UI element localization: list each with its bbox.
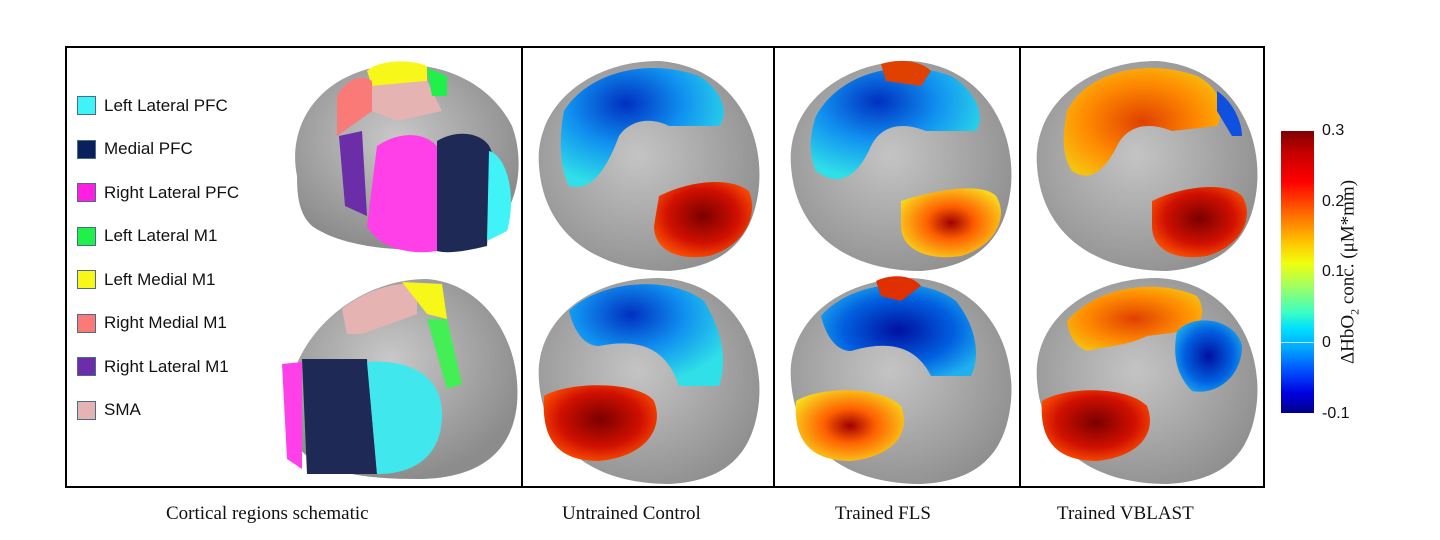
figure-frame: Left Lateral PFC Medial PFC Right Latera… xyxy=(65,46,1265,488)
panel-divider xyxy=(1019,48,1021,486)
colorbar-tick: 0.2 xyxy=(1322,193,1345,210)
legend-label: Right Medial M1 xyxy=(104,313,227,333)
caption-untrained-control: Untrained Control xyxy=(562,503,701,524)
swatch-icon xyxy=(77,183,96,203)
brain-untrained-control xyxy=(538,61,760,484)
swatch-icon xyxy=(77,226,96,246)
brain-trained-fls xyxy=(790,60,1012,484)
legend-item: Right Lateral PFC xyxy=(77,171,239,215)
caption-trained-fls: Trained FLS xyxy=(835,503,931,524)
legend-label: SMA xyxy=(104,400,141,420)
legend-item: Left Lateral PFC xyxy=(77,84,239,128)
colorbar-tick: 0 xyxy=(1322,334,1331,351)
swatch-icon xyxy=(77,357,96,377)
legend-item: Medial PFC xyxy=(77,128,239,172)
swatch-icon xyxy=(77,96,96,116)
brain-trained-vblast xyxy=(1036,61,1258,484)
legend-label: Right Lateral M1 xyxy=(104,356,229,376)
colorbar-tick: 0.1 xyxy=(1322,263,1345,280)
legend-label: Left Medial M1 xyxy=(104,269,216,289)
colorbar-tick: -0.1 xyxy=(1322,405,1350,422)
colorbar-label: ΔHbO2 conc. (μM*mm) xyxy=(1337,179,1362,365)
legend-label: Medial PFC xyxy=(104,139,193,159)
panel-divider xyxy=(773,48,775,486)
legend-item: Right Lateral M1 xyxy=(77,345,239,389)
legend-label: Left Lateral PFC xyxy=(104,95,228,115)
region-legend: Left Lateral PFC Medial PFC Right Latera… xyxy=(77,84,239,432)
schematic-brain-top xyxy=(295,61,519,253)
legend-label: Left Lateral M1 xyxy=(104,226,218,246)
swatch-icon xyxy=(77,400,96,420)
colorbar-tick: 0.3 xyxy=(1322,122,1345,139)
legend-label: Right Lateral PFC xyxy=(104,182,240,202)
colorbar xyxy=(1281,131,1314,413)
panel-divider xyxy=(521,48,523,486)
caption-schematic: Cortical regions schematic xyxy=(166,503,369,524)
legend-item: Left Lateral M1 xyxy=(77,215,239,259)
legend-item: Right Medial M1 xyxy=(77,302,239,346)
swatch-icon xyxy=(77,270,96,290)
zero-line xyxy=(1281,342,1314,343)
caption-trained-vblast: Trained VBLAST xyxy=(1057,503,1194,524)
swatch-icon xyxy=(77,313,96,333)
swatch-icon xyxy=(77,139,96,159)
schematic-brain-bottom xyxy=(282,279,518,479)
legend-item: SMA xyxy=(77,389,239,433)
legend-item: Left Medial M1 xyxy=(77,258,239,302)
